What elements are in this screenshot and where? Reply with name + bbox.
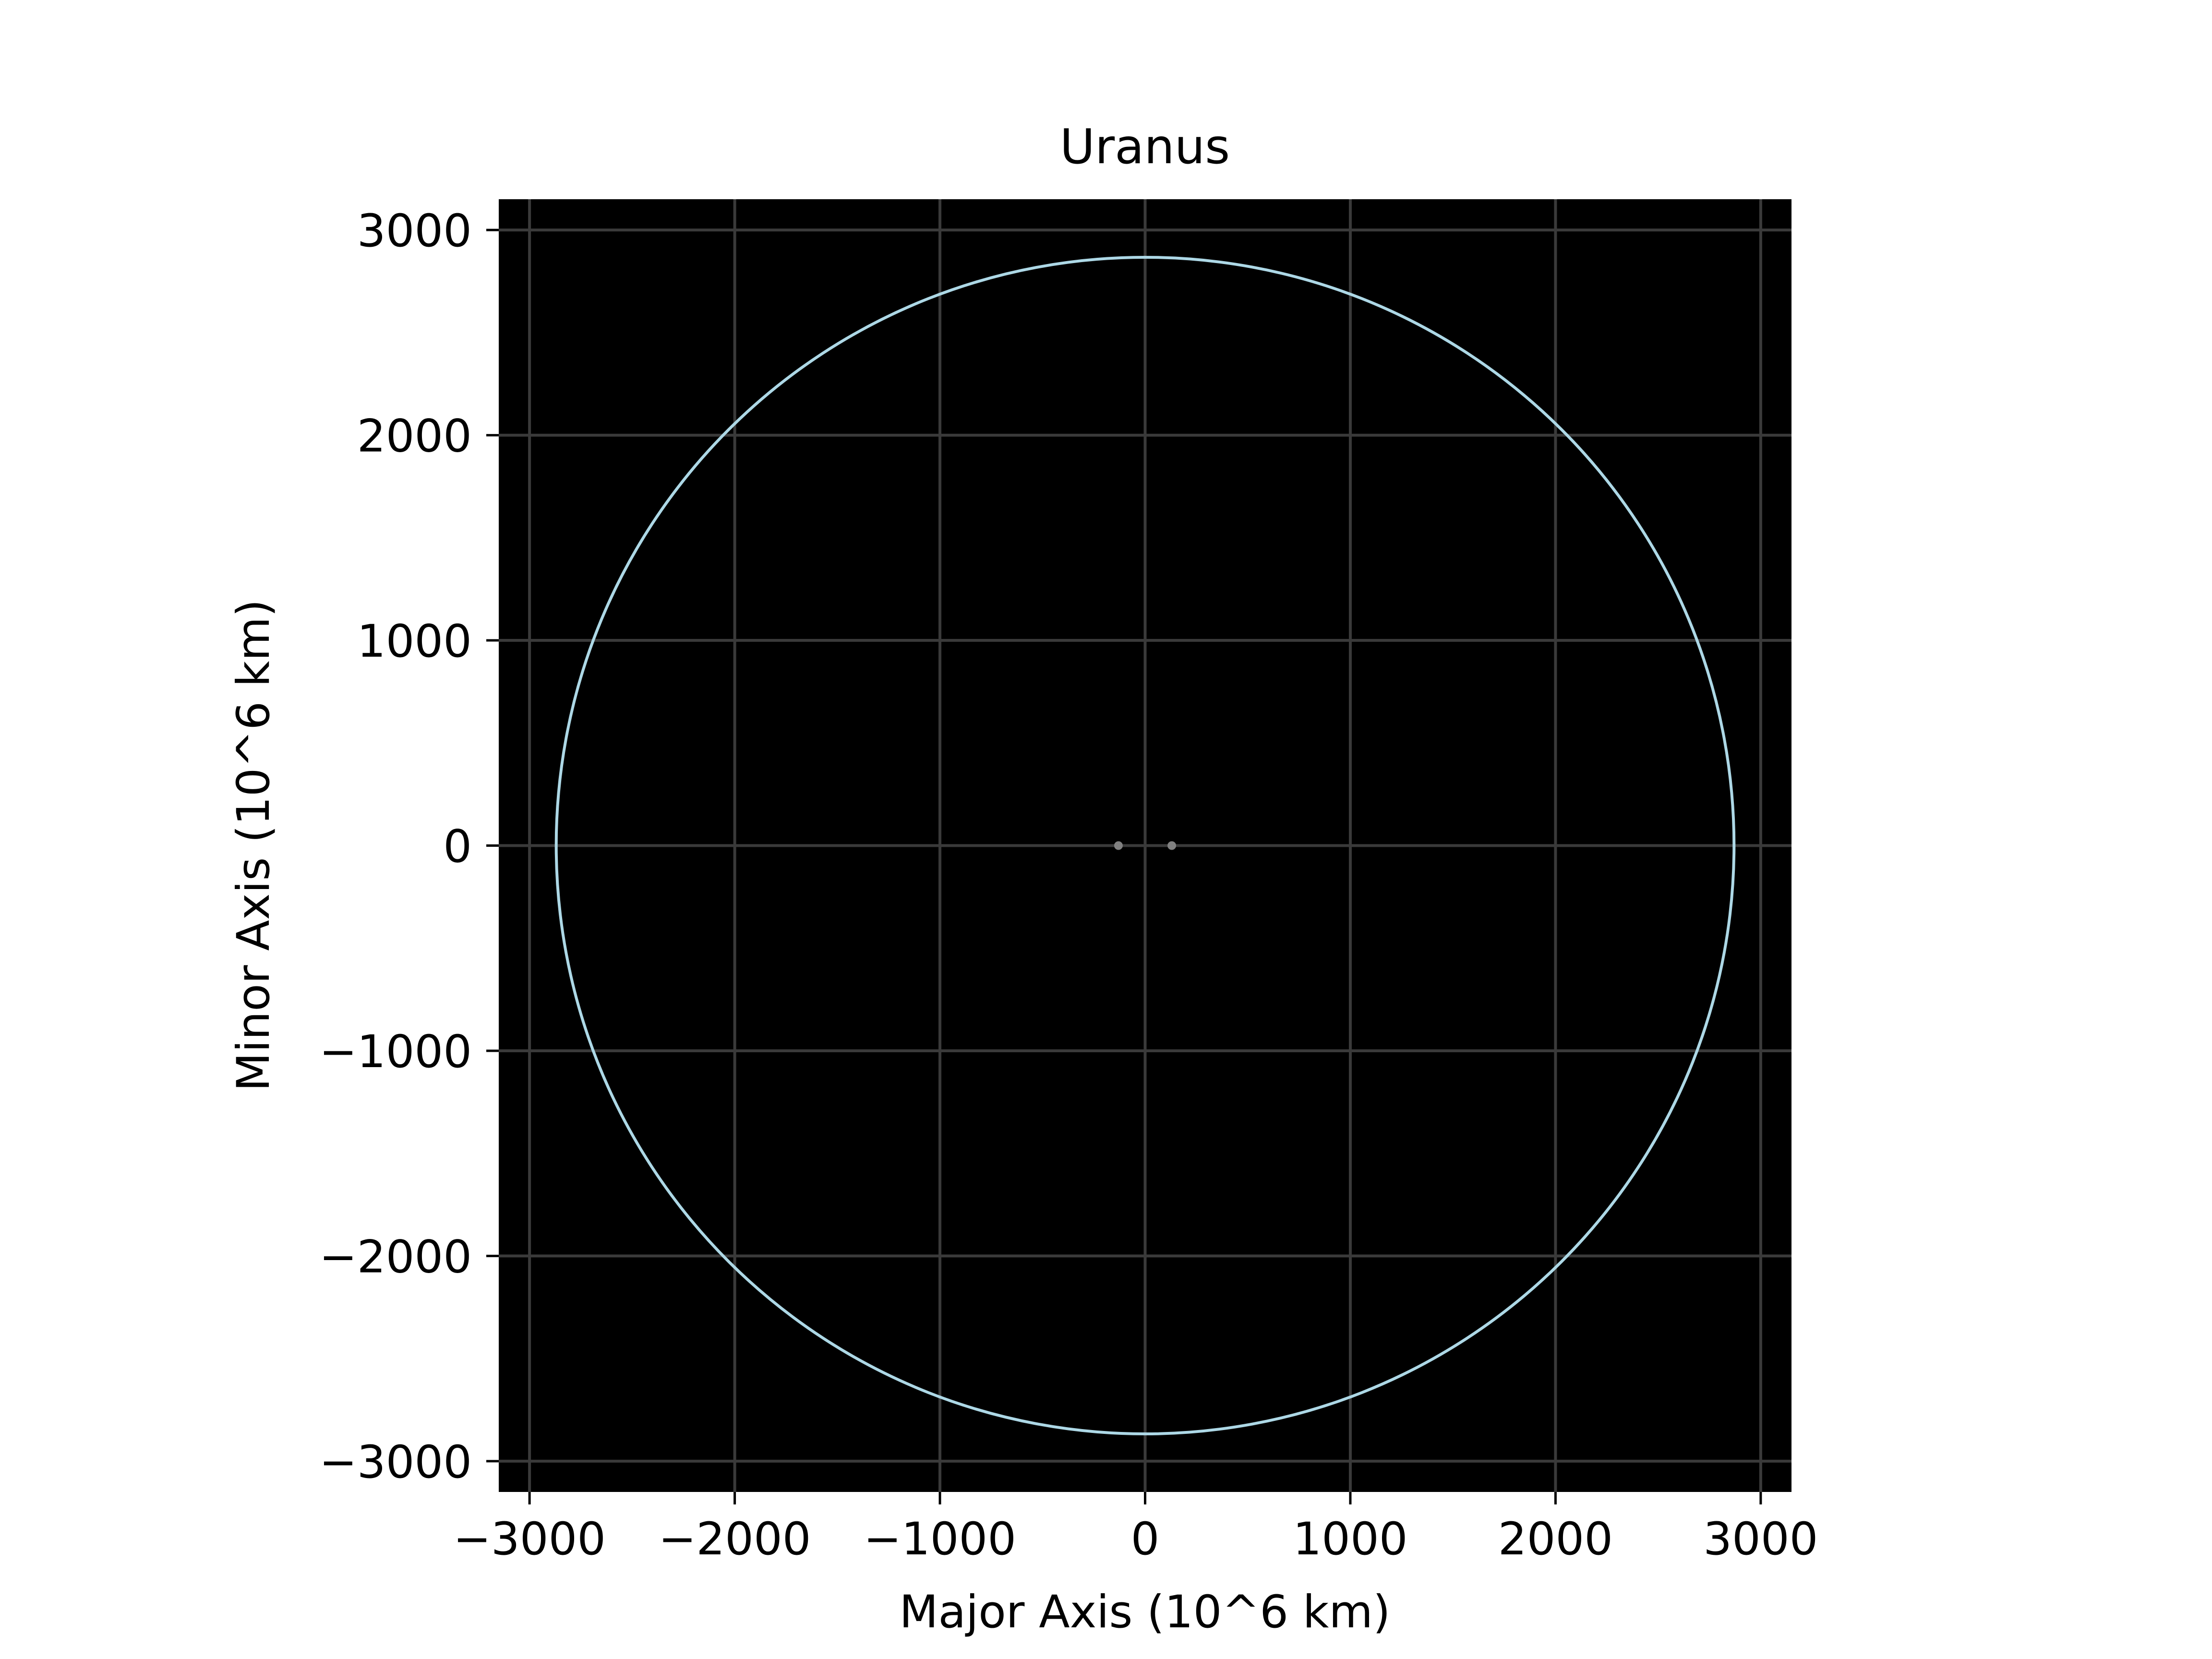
orbit-ellipse: [554, 255, 1736, 1436]
focus-point: [1114, 841, 1123, 850]
x-tick-label: 3000: [1703, 1513, 1818, 1565]
x-tick-label: −1000: [864, 1513, 1016, 1565]
y-tick-label: 3000: [357, 205, 472, 257]
x-tick-label: −3000: [453, 1513, 606, 1565]
x-axis-label: Major Axis (10^6 km): [899, 1586, 1390, 1638]
axes: −3000 −2000 −1000 0 1000 2000 3000 −3000 −2000 −1…: [319, 205, 1818, 1565]
y-tick-label: −2000: [319, 1231, 472, 1283]
chart-title: Uranus: [1060, 119, 1230, 175]
x-tick-label: −2000: [659, 1513, 811, 1565]
x-tick-label: 2000: [1498, 1513, 1613, 1565]
y-tick-label: 1000: [357, 615, 472, 668]
x-tick-label: 0: [1131, 1513, 1160, 1565]
y-tick-label: 0: [443, 821, 472, 873]
y-axis-label: Minor Axis (10^6 km): [228, 599, 280, 1091]
x-tick-label: 1000: [1293, 1513, 1407, 1565]
focus-point: [1167, 841, 1177, 850]
data-layer: [554, 255, 1736, 1436]
y-tick-label: 2000: [357, 410, 472, 463]
y-tick-label: −3000: [319, 1436, 472, 1489]
grid-lines: [499, 199, 1791, 1492]
y-tick-label: −1000: [319, 1026, 472, 1078]
